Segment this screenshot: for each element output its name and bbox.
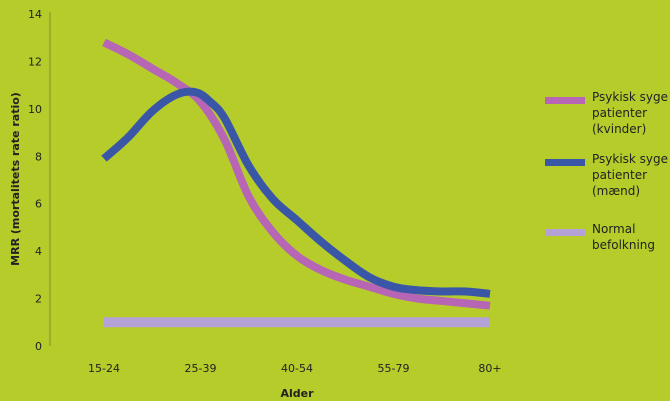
legend-label: patienter bbox=[592, 106, 647, 120]
legend-swatch-kvinder bbox=[545, 97, 585, 104]
y-tick-label: 4 bbox=[35, 245, 42, 258]
y-tick-label: 8 bbox=[35, 150, 42, 163]
x-tick-label: 25-39 bbox=[185, 362, 217, 375]
x-tick-label: 40-54 bbox=[281, 362, 313, 375]
legend-label: Psykisk syge bbox=[592, 90, 668, 104]
y-tick-label: 6 bbox=[35, 198, 42, 211]
y-tick-label: 14 bbox=[28, 8, 42, 21]
x-tick-label: 15-24 bbox=[88, 362, 120, 375]
legend-swatch-maend bbox=[545, 159, 585, 166]
x-tick-label: 80+ bbox=[478, 362, 501, 375]
legend-label: befolkning bbox=[592, 238, 655, 252]
x-tick-label: 55-79 bbox=[378, 362, 410, 375]
legend-label: Psykisk syge bbox=[592, 152, 668, 166]
legend-label: (kvinder) bbox=[592, 122, 646, 136]
y-tick-label: 10 bbox=[28, 103, 42, 116]
y-tick-label: 0 bbox=[35, 340, 42, 353]
legend-label: patienter bbox=[592, 168, 647, 182]
y-axis-title: MRR (mortalitets rate ratio) bbox=[9, 92, 22, 266]
x-axis-title: Alder bbox=[280, 387, 314, 400]
legend-label: Normal bbox=[592, 222, 635, 236]
y-tick-label: 2 bbox=[35, 293, 42, 306]
y-tick-label: 12 bbox=[28, 55, 42, 68]
legend-label: (mænd) bbox=[592, 184, 640, 198]
legend-swatch-normal bbox=[545, 229, 585, 236]
